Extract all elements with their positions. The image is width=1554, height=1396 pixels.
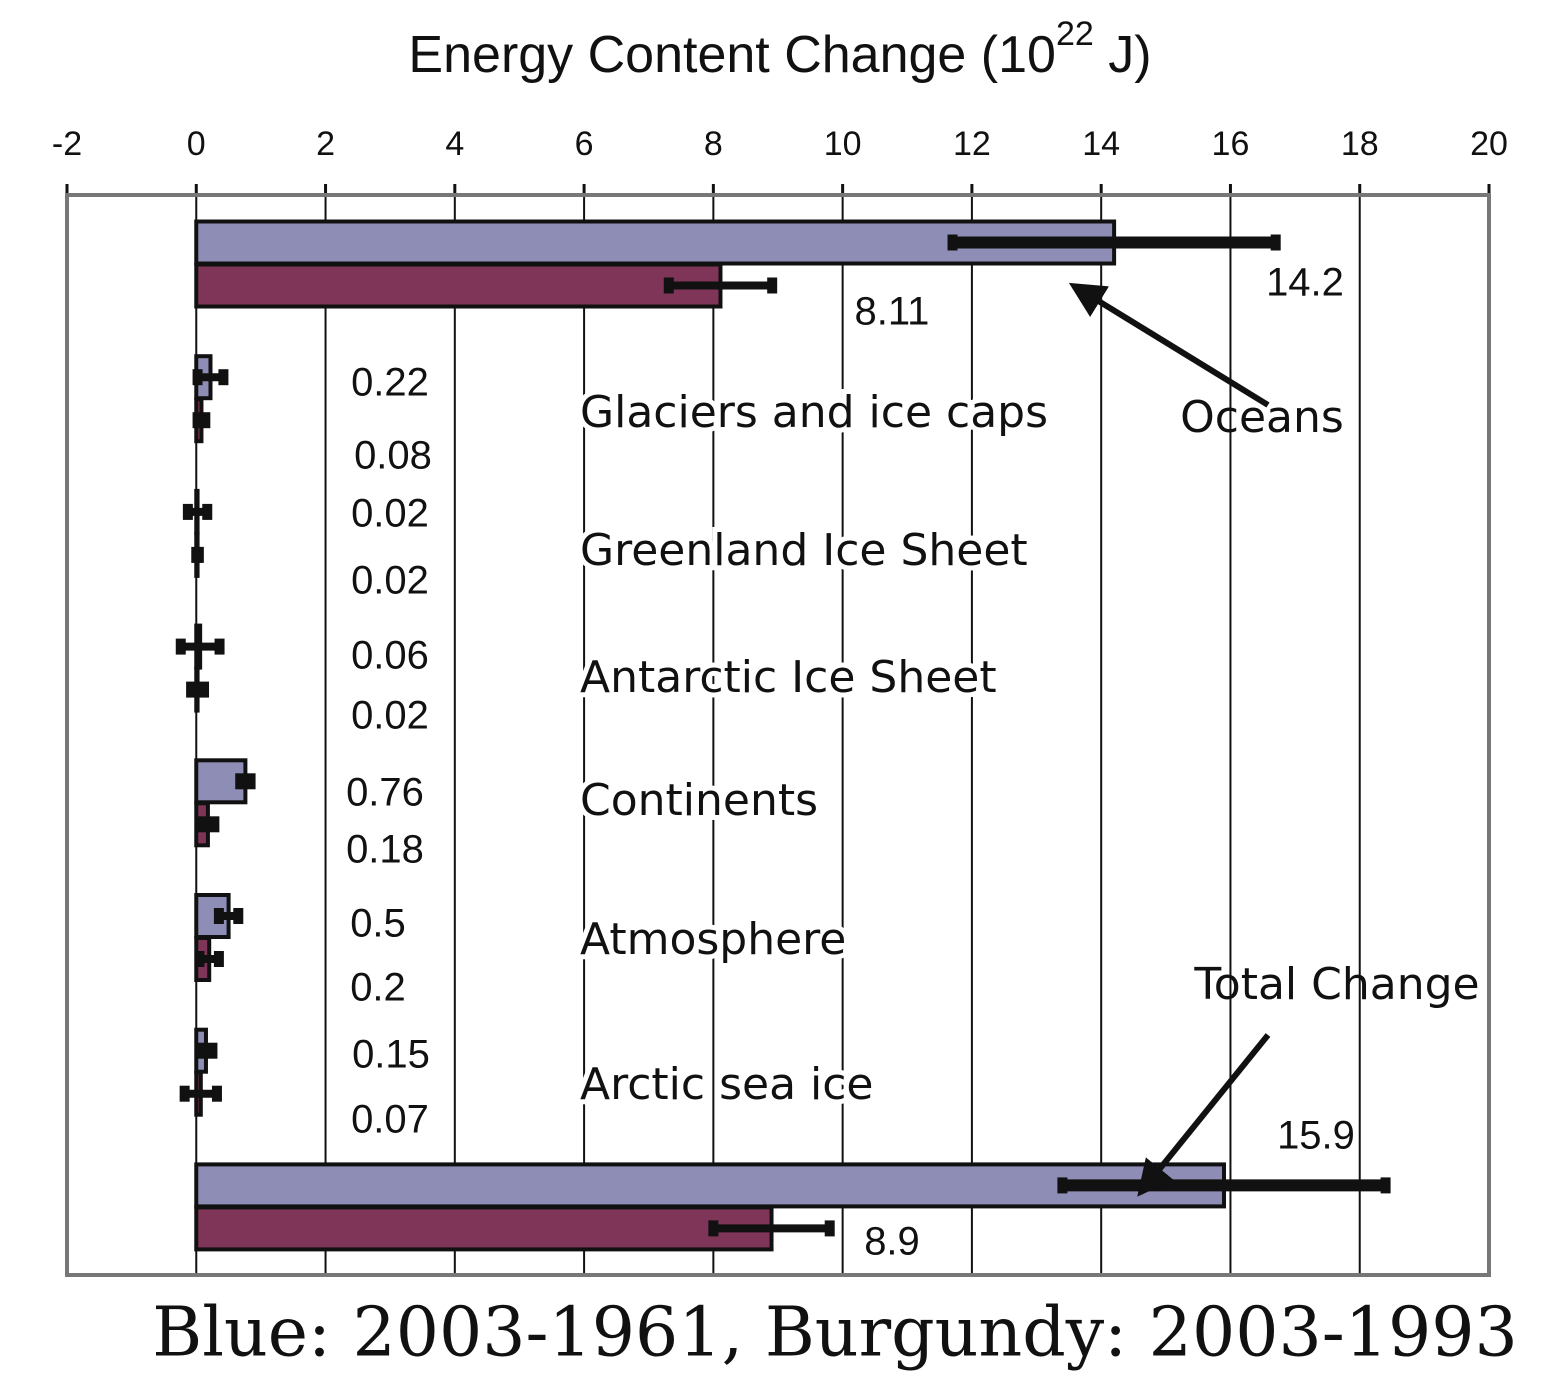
value-label: 0.02 <box>351 559 429 603</box>
value-label: 0.02 <box>351 492 429 536</box>
category-label: Atmosphere <box>580 914 846 965</box>
chart-title: Energy Content Change (1022 J) <box>408 15 1151 84</box>
category-label: Arctic sea ice <box>580 1059 874 1110</box>
x-tick-label: 4 <box>445 125 464 163</box>
total-arrow <box>1137 1033 1271 1197</box>
value-label: 0.5 <box>350 902 406 946</box>
category-label: Total Change <box>1193 959 1479 1010</box>
oceans-arrow <box>1068 282 1270 408</box>
value-label: 0.15 <box>352 1033 430 1077</box>
x-tick-label: 14 <box>1082 125 1120 163</box>
x-tick-label: 18 <box>1341 125 1379 163</box>
category-label: Continents <box>580 775 818 826</box>
value-label: 8.9 <box>864 1220 920 1264</box>
title-superscript: 22 <box>1056 15 1094 53</box>
bar <box>194 1205 774 1252</box>
value-label: 0.76 <box>346 771 424 815</box>
value-label: 0.2 <box>350 966 406 1010</box>
title-main: Energy Content Change (10 <box>408 26 1056 84</box>
bar <box>194 262 723 309</box>
x-tick-label: 10 <box>824 125 862 163</box>
legend-caption: Blue: 2003-1961, Burgundy: 2003-1993 <box>152 1294 1518 1373</box>
value-label: 15.9 <box>1277 1114 1355 1158</box>
x-tick-label: 2 <box>316 125 335 163</box>
x-tick-label: 0 <box>187 125 206 163</box>
value-label: 0.02 <box>351 694 429 738</box>
x-tick-label: -2 <box>52 125 82 163</box>
category-label: Glaciers and ice caps <box>580 387 1048 438</box>
x-tick-label: 20 <box>1470 125 1508 163</box>
x-tick-label: 6 <box>575 125 594 163</box>
value-label: 0.06 <box>351 634 429 678</box>
value-label: 0.18 <box>346 828 424 872</box>
value-label: 14.2 <box>1266 261 1344 305</box>
title-suffix: J) <box>1094 26 1152 84</box>
value-label: 0.07 <box>351 1098 429 1142</box>
category-label: Greenland Ice Sheet <box>580 525 1028 576</box>
x-tick-label: 16 <box>1212 125 1250 163</box>
x-tick-label: 8 <box>704 125 723 163</box>
category-label: Antarctic Ice Sheet <box>580 652 997 703</box>
plot-frame <box>65 193 1491 1277</box>
value-label: 0.08 <box>354 434 432 478</box>
value-label: 8.11 <box>855 290 930 334</box>
x-tick-label: 12 <box>953 125 991 163</box>
value-label: 0.22 <box>351 361 429 405</box>
